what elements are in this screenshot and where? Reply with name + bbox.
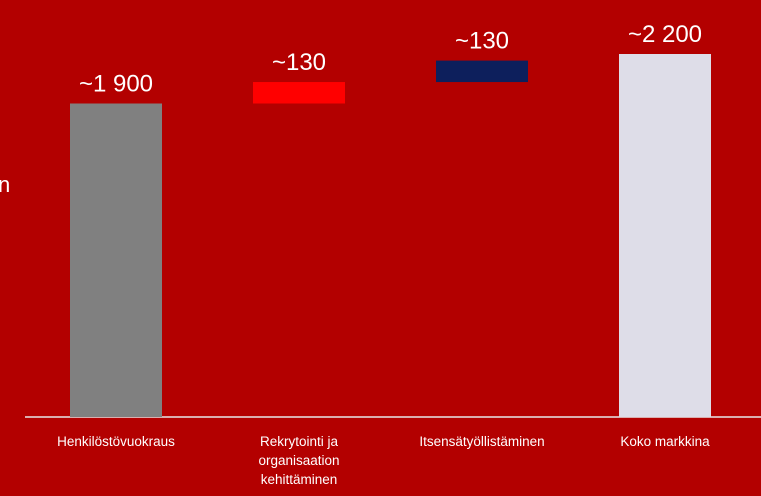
category-label-4: Koko markkina [620,434,710,449]
data-label-1: ~1 900 [79,71,153,98]
value-labels-group: ~1 900 ~130 ~130 ~2 200 [79,21,702,98]
bar-1 [70,103,162,417]
truncated-edge-text: n [0,172,11,197]
category-label-2-line-3: kehittäminen [261,472,338,487]
category-label-3: Itsensätyöllistäminen [419,434,544,449]
bars-group [70,54,711,417]
category-label-2-line-2: organisaation [258,453,339,468]
category-label-2-line-1: Rekrytointi ja [260,434,339,449]
bar-2 [253,82,345,104]
category-label-1: Henkilöstövuokraus [57,434,175,449]
data-label-4: ~2 200 [628,21,702,48]
category-labels-group: Henkilöstövuokraus Rekrytointi ja organisa… [57,434,710,487]
bar-3 [436,60,528,83]
bar-4 [619,54,711,417]
data-label-2: ~130 [272,49,326,76]
data-label-3: ~130 [455,28,509,55]
